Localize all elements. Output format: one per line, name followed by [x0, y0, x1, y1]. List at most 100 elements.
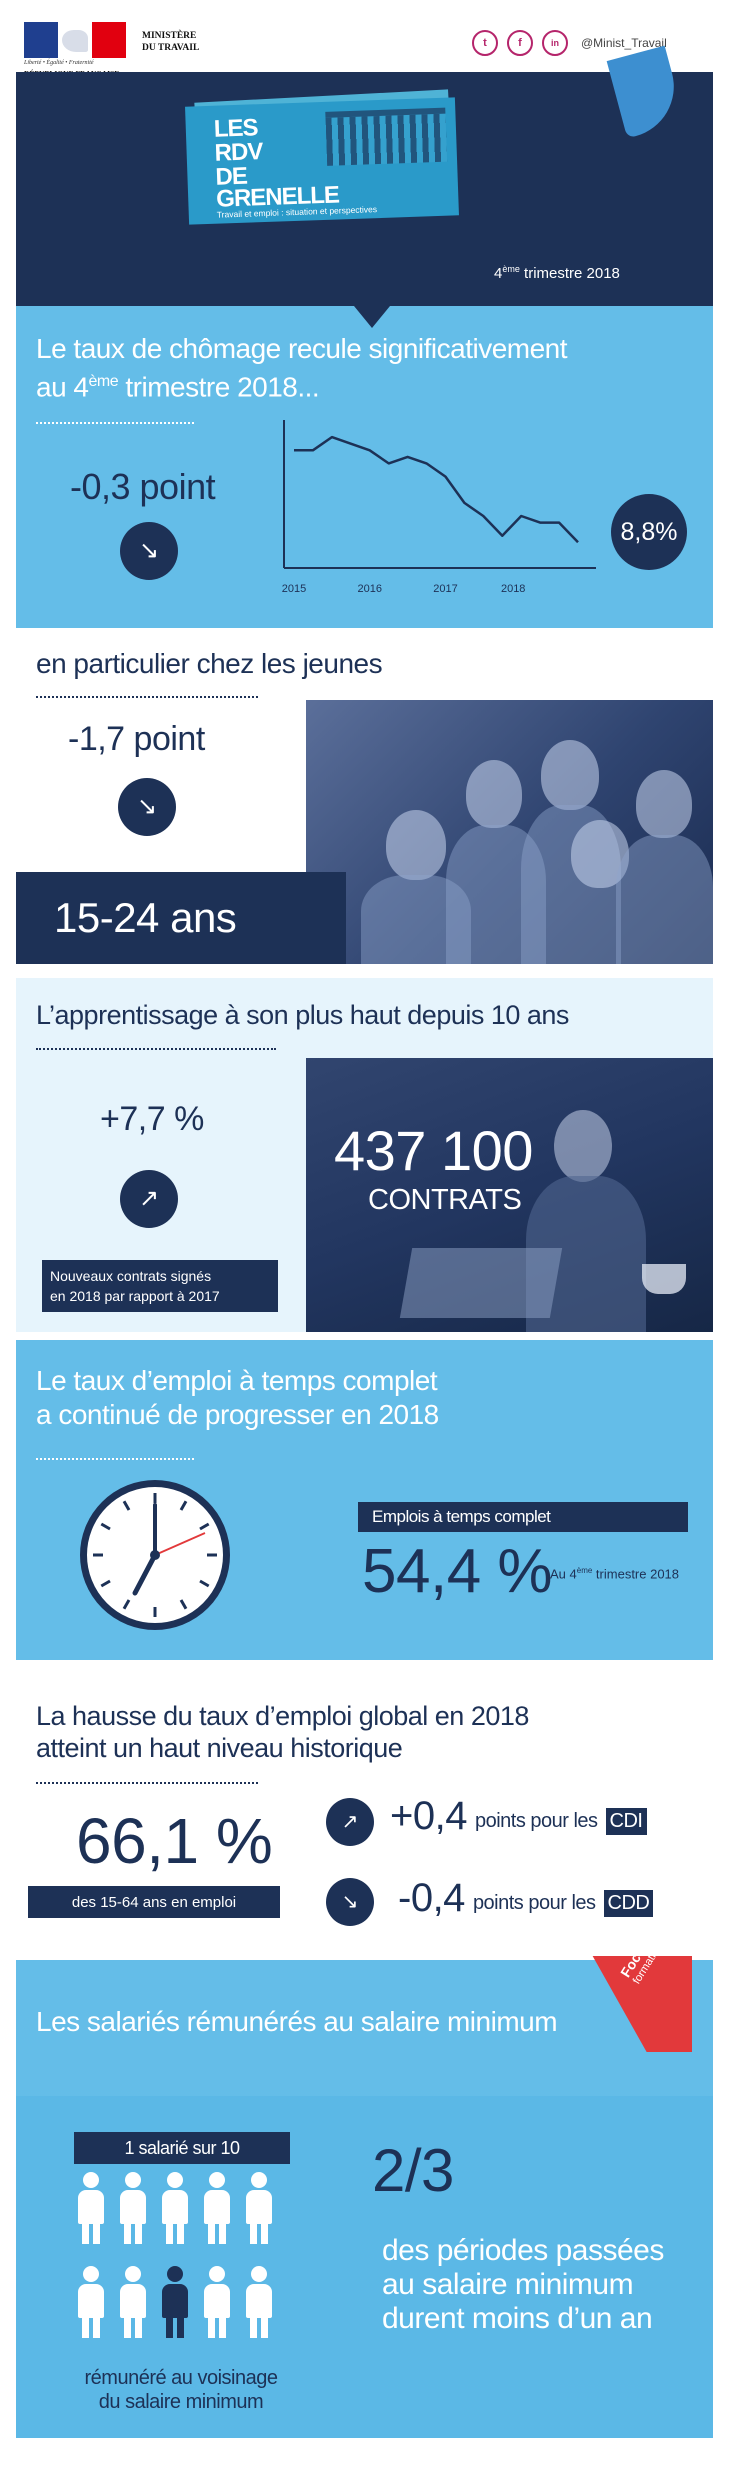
unemployment-title: Le taux de chômage recule significativem… — [36, 332, 568, 403]
fulltime-period: Au 4ème trimestre 2018 — [550, 1566, 679, 1581]
apprenticeship-count-label: CONTRATS — [368, 1184, 522, 1216]
worker-figure — [244, 2266, 274, 2338]
worker-figure — [118, 2266, 148, 2338]
arrow-down-right-icon: ↘ — [138, 537, 160, 564]
worker-figure — [76, 2172, 106, 2244]
worker-figure — [244, 2172, 274, 2244]
laptop-photo — [306, 1058, 713, 1332]
worker-figure — [118, 2172, 148, 2244]
unemployment-change: -0,3 point — [70, 466, 216, 507]
unemployment-current-value: 8,8% — [620, 517, 678, 546]
chart-x-tick-label: 2015 — [282, 583, 306, 595]
banner: LES RDV DE GRENELLE Travail et emploi : … — [16, 45, 713, 328]
banner-period-sup: ème — [502, 264, 520, 274]
worker-figure — [202, 2266, 232, 2338]
fulltime-section: Le taux d’emploi à temps complet a conti… — [16, 1340, 713, 1660]
fulltime-title-line-2: a continué de progresser en 2018 — [36, 1399, 439, 1430]
employment-rate: 66,1 % — [76, 1805, 273, 1877]
fulltime-value: 54,4 % — [362, 1537, 553, 1606]
chart-x-tick-label: 2018 — [501, 583, 525, 595]
photo-person-body — [361, 875, 471, 964]
apprenticeship-up-badge: ↗ — [120, 1170, 178, 1228]
youth-age-group: 15-24 ans — [54, 894, 237, 941]
fulltime-title-line-1: Le taux d’emploi à temps complet — [36, 1365, 438, 1396]
cdd-row: -0,4 points pour les CDD — [398, 1876, 654, 1921]
clock-hour-hand — [132, 1552, 158, 1596]
unemployment-title-line-1: Le taux de chômage recule significativem… — [36, 333, 568, 364]
minimum-wage-header: Les salariés rémunérés au salaire minimu… — [16, 1937, 713, 2096]
arrow-down-right-icon: ↘ — [136, 793, 158, 820]
unemployment-section: Le taux de chômage recule significativem… — [16, 306, 713, 628]
cdd-down-badge: ↘ — [326, 1878, 374, 1926]
facebook-icon[interactable]: f — [507, 30, 533, 56]
twitter-handle[interactable]: @Minist_Travail — [581, 36, 667, 50]
worker-figure — [76, 2266, 106, 2338]
unemployment-chart: 2015 2016 2017 2018 — [282, 420, 596, 595]
fraction-text: des périodes passées au salaire minimum … — [382, 2234, 664, 2336]
fraction-value: 2/3 — [372, 2137, 454, 2204]
photo-person — [466, 760, 522, 828]
photo-person — [386, 810, 446, 880]
unemployment-divider — [36, 422, 194, 424]
cdi-value: +0,4 — [390, 1794, 467, 1838]
young-people-photo — [306, 700, 713, 964]
fraction-text-line-2: au salaire minimum — [382, 2268, 634, 2301]
ministry-line-2: DU TRAVAIL — [142, 43, 200, 53]
minimum-wage-caption: rémunéré au voisinage du salaire minimum — [36, 2366, 326, 2414]
youth-change: -1,7 point — [68, 720, 205, 758]
employment-title: La hausse du taux d’emploi global en 201… — [36, 1700, 529, 1764]
worker-figure — [202, 2172, 232, 2244]
ratio-tag: 1 salarié sur 10 — [74, 2132, 290, 2164]
fulltime-period-prefix: Au 4 — [550, 1566, 577, 1582]
cdi-label: CDI — [605, 1808, 647, 1835]
worker-figures — [76, 2172, 296, 2362]
unemployment-title-line-2: au 4ème trimestre 2018... — [36, 365, 567, 403]
ministry-line-1: MINISTÈRE — [142, 31, 197, 41]
photo-laptop-shape — [399, 1248, 563, 1318]
youth-age-band: 15-24 ans — [16, 872, 346, 964]
focus-formation-badge: Focus formation — [584, 1937, 692, 2052]
arrow-up-right-icon: ↗ — [341, 1811, 359, 1833]
employment-title-line-2: atteint un haut niveau historique — [36, 1733, 403, 1763]
twitter-icon[interactable]: t — [472, 30, 498, 56]
cdd-text: points pour les — [472, 1892, 596, 1914]
photo-person — [571, 820, 629, 888]
minimum-wage-caption-line-1: rémunéré au voisinage — [84, 2367, 278, 2389]
logo-front-panel: LES RDV DE GRENELLE Travail et emploi : … — [185, 97, 459, 225]
fulltime-tag: Emplois à temps complet — [358, 1502, 688, 1532]
unemployment-title-sup: ème — [88, 373, 119, 390]
apprenticeship-section: L’apprentissage à son plus haut depuis 1… — [16, 978, 713, 1332]
photo-woman-head — [554, 1110, 612, 1182]
linkedin-icon[interactable]: in — [542, 30, 568, 56]
logo-wordmark: LES RDV DE — [213, 114, 263, 190]
apprenticeship-count: 437 100 — [334, 1119, 533, 1182]
photo-person — [636, 770, 692, 838]
photo-coffee-cup — [642, 1264, 686, 1294]
clock-second-hand — [154, 1532, 206, 1556]
unemployment-title-suffix: trimestre 2018... — [118, 371, 320, 403]
youth-title: en particulier chez les jeunes — [36, 648, 383, 679]
minimum-wage-body: 1 salarié sur 10 rémunéré au voisinage d… — [16, 2096, 713, 2438]
banner-period-text: trimestre 2018 — [519, 265, 620, 282]
fulltime-period-suffix: trimestre 2018 — [592, 1566, 680, 1582]
republic-logo: Liberté • Égalité • Fraternité RÉPUBLIQU… — [24, 22, 136, 78]
chart-series-line — [294, 435, 579, 544]
fraction-text-line-3: durent moins d’un an — [382, 2302, 653, 2335]
employment-section: La hausse du taux d’emploi global en 201… — [16, 1670, 713, 1960]
cdi-up-badge: ↗ — [326, 1798, 374, 1846]
apprenticeship-note: Nouveaux contrats signés en 2018 par rap… — [42, 1260, 278, 1312]
banner-period: 4ème trimestre 2018 — [494, 264, 620, 282]
building-illustration — [325, 107, 448, 166]
clock-face — [93, 1493, 217, 1617]
fulltime-divider — [36, 1458, 194, 1460]
ministry-name: MINISTÈRE DU TRAVAIL — [142, 30, 199, 54]
fulltime-period-sup: ème — [576, 1566, 593, 1575]
apprenticeship-change: +7,7 % — [100, 1100, 204, 1138]
social-links: t f in @Minist_Travail — [472, 30, 667, 56]
rdv-grenelle-logo: LES RDV DE GRENELLE Travail et emploi : … — [185, 89, 459, 225]
chart-x-tick-label: 2016 — [357, 583, 381, 595]
youth-photo — [306, 700, 713, 964]
cdd-label: CDD — [603, 1890, 654, 1917]
arrow-down-right-icon: ↘ — [341, 1891, 359, 1913]
photo-person-body — [446, 825, 546, 964]
